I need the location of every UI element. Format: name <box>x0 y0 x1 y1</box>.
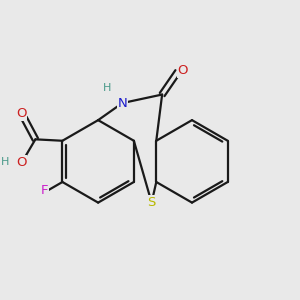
Text: F: F <box>41 184 49 197</box>
Text: H: H <box>103 83 112 93</box>
Text: S: S <box>147 196 156 209</box>
Text: O: O <box>178 64 188 77</box>
Text: O: O <box>16 107 26 120</box>
Text: N: N <box>117 97 127 110</box>
Text: O: O <box>16 156 26 169</box>
Text: H: H <box>1 157 9 167</box>
